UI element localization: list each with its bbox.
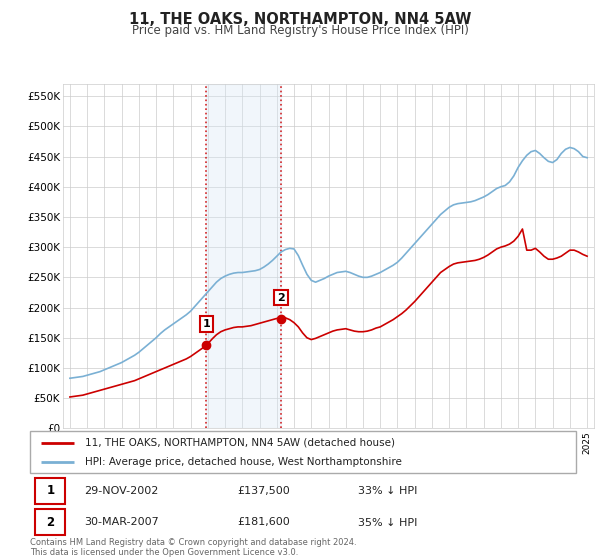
FancyBboxPatch shape <box>30 431 576 473</box>
Text: 1: 1 <box>46 484 55 497</box>
Text: Contains HM Land Registry data © Crown copyright and database right 2024.
This d: Contains HM Land Registry data © Crown c… <box>30 538 356 557</box>
Text: HPI: Average price, detached house, West Northamptonshire: HPI: Average price, detached house, West… <box>85 457 401 467</box>
Text: 11, THE OAKS, NORTHAMPTON, NN4 5AW (detached house): 11, THE OAKS, NORTHAMPTON, NN4 5AW (deta… <box>85 437 395 447</box>
Text: 2: 2 <box>277 292 285 302</box>
Text: 35% ↓ HPI: 35% ↓ HPI <box>358 517 417 528</box>
Text: 29-NOV-2002: 29-NOV-2002 <box>85 486 159 496</box>
FancyBboxPatch shape <box>35 510 65 535</box>
Text: 1: 1 <box>203 319 210 329</box>
Text: 2: 2 <box>46 516 55 529</box>
Text: £181,600: £181,600 <box>238 517 290 528</box>
Bar <box>206 84 281 428</box>
Text: 30-MAR-2007: 30-MAR-2007 <box>85 517 160 528</box>
FancyBboxPatch shape <box>35 478 65 503</box>
Text: 11, THE OAKS, NORTHAMPTON, NN4 5AW: 11, THE OAKS, NORTHAMPTON, NN4 5AW <box>129 12 471 27</box>
Text: Price paid vs. HM Land Registry's House Price Index (HPI): Price paid vs. HM Land Registry's House … <box>131 24 469 36</box>
Text: 33% ↓ HPI: 33% ↓ HPI <box>358 486 417 496</box>
Text: £137,500: £137,500 <box>238 486 290 496</box>
